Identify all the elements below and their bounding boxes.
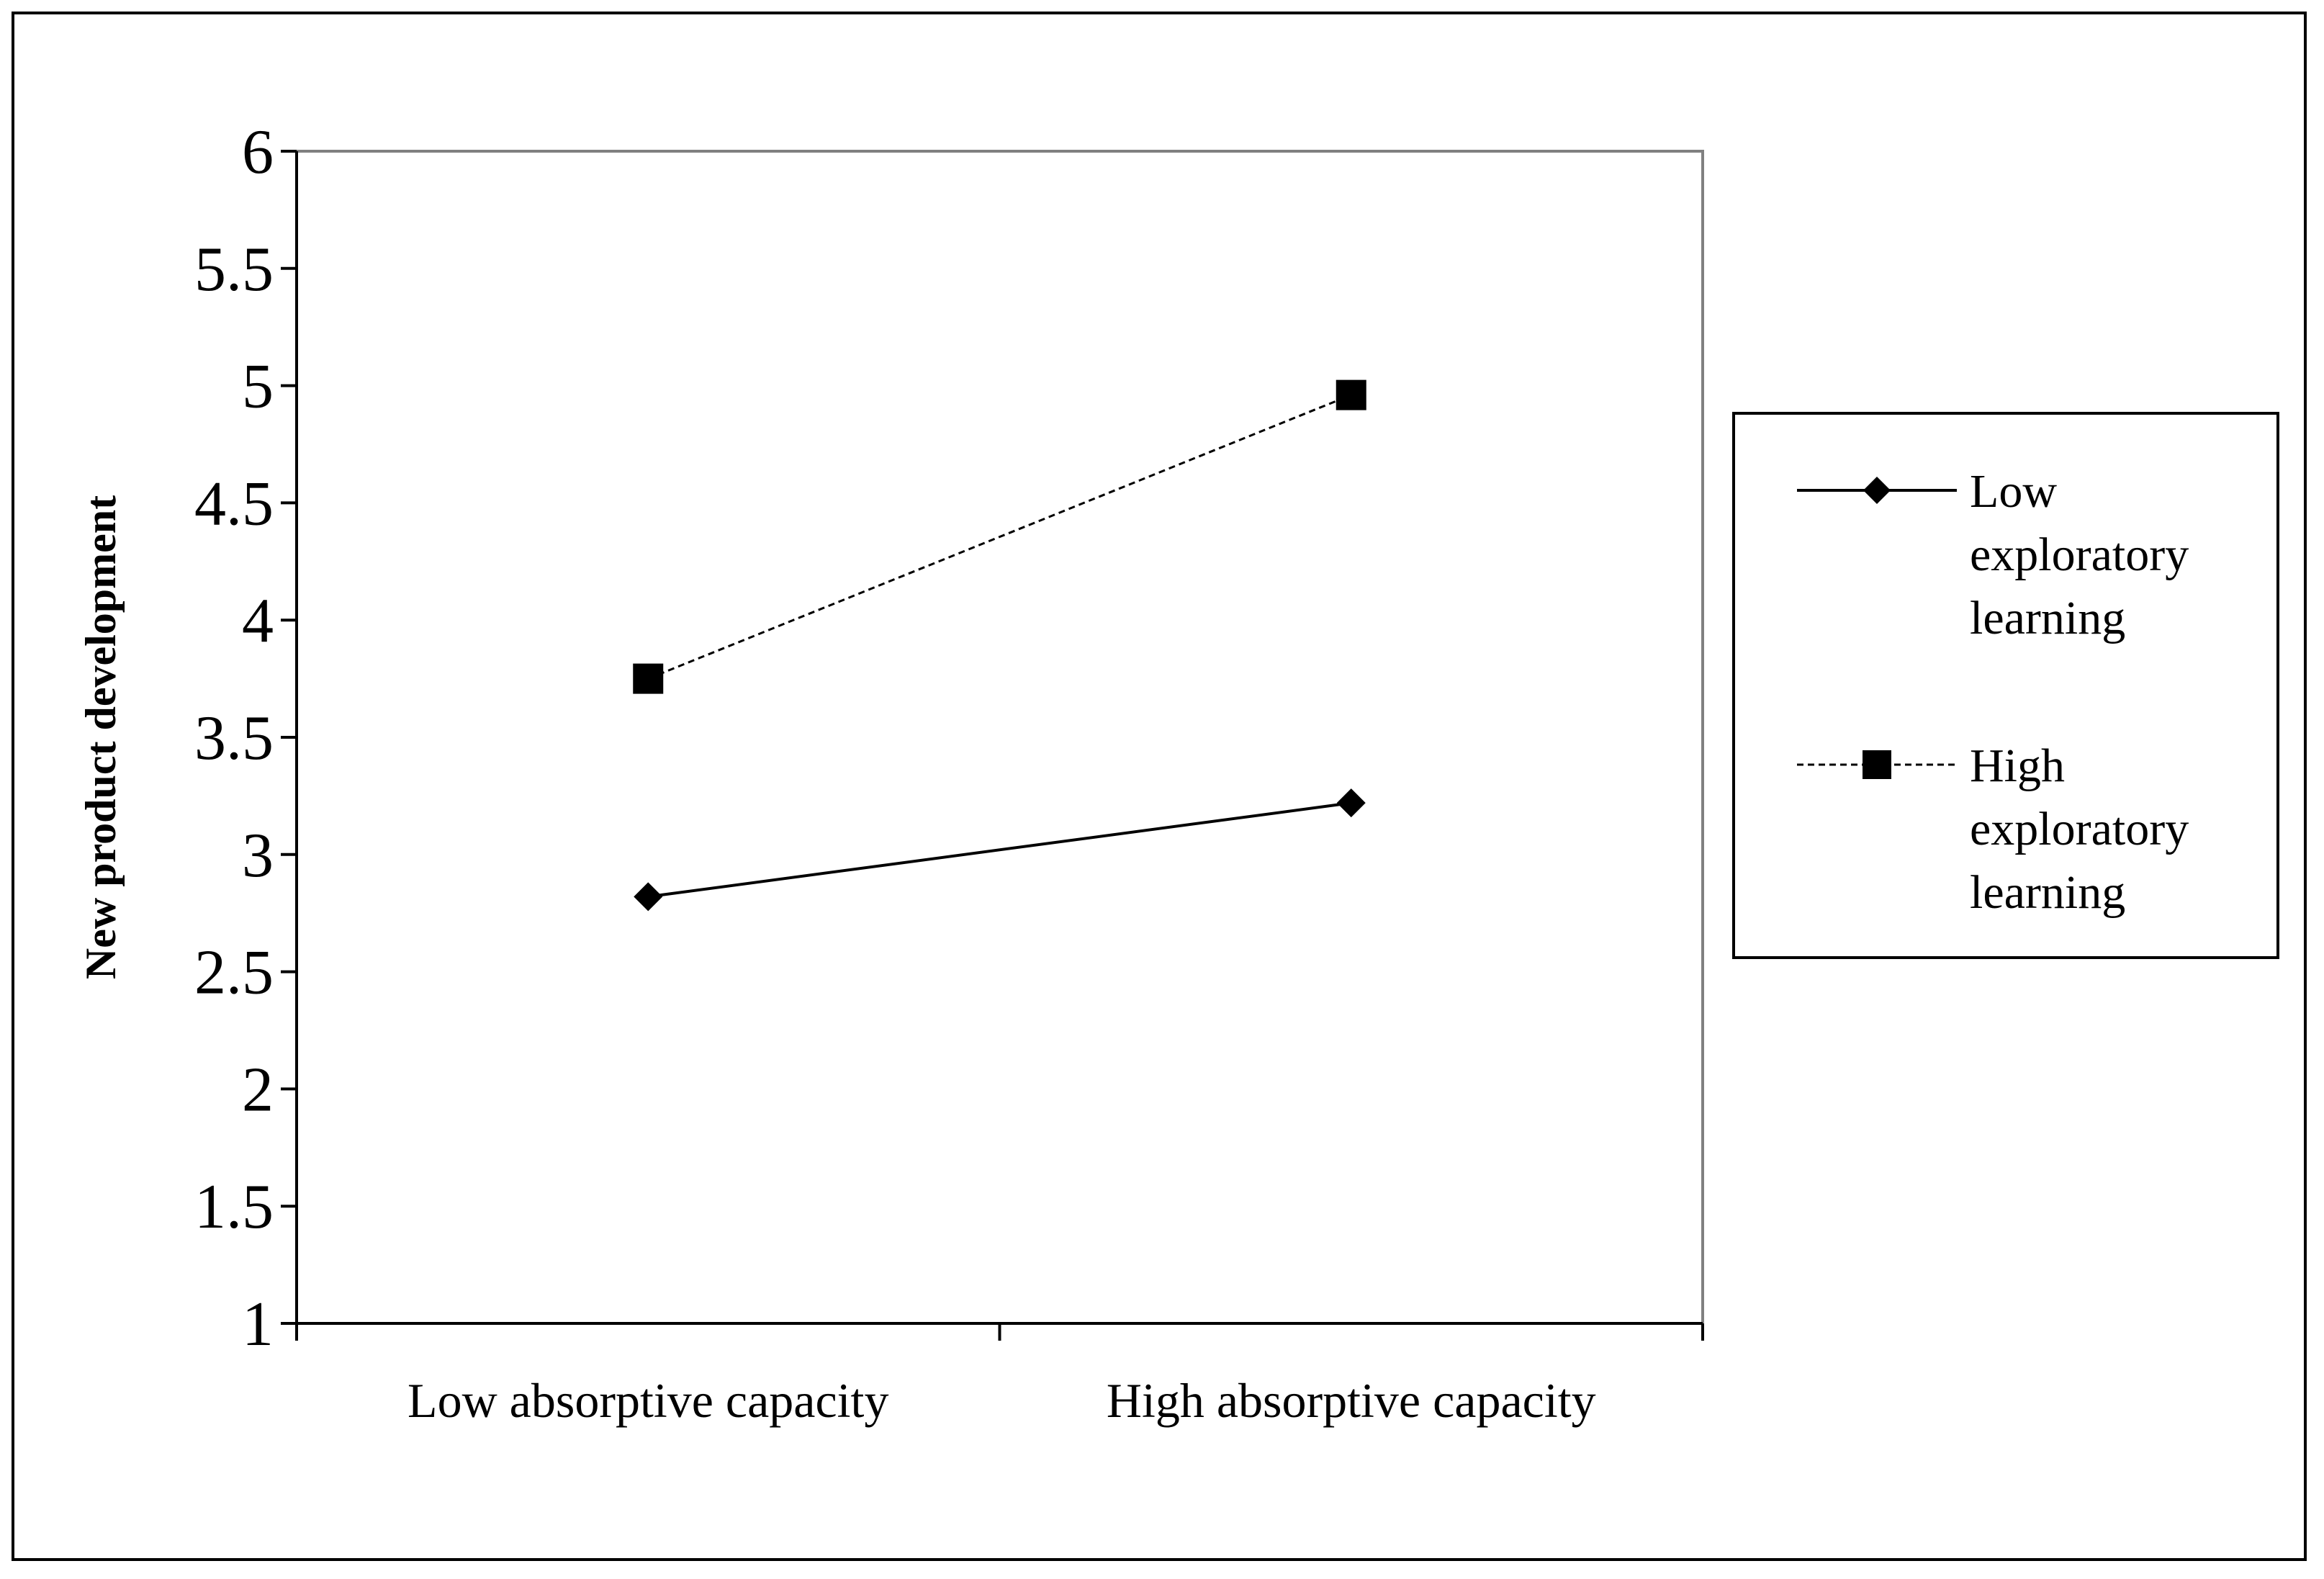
y-tick-label: 3 [242,821,274,891]
legend: Low exploratory learning High exploratory lea… [1732,412,2279,959]
y-tick-label: 2.5 [194,938,274,1008]
legend-label-line: High [1970,739,2065,792]
legend-items: Low exploratory learning High exploratory lea… [1797,465,2189,919]
legend-marker-diamond [1863,477,1891,504]
y-axis-title: New product development [77,495,125,979]
series-line-high-exploratory-learning [647,394,1352,680]
data-point-diamond [634,882,663,912]
y-tick-label: 3.5 [194,703,274,773]
plot-area [295,150,1704,1325]
data-point-square [1336,379,1366,410]
y-tick-label: 5.5 [194,235,274,305]
legend-label: High exploratory learning [1970,739,2189,919]
y-ticks: 1 1.5 2 2.5 3 3.5 4 4.5 5 5.5 6 [194,117,297,1359]
y-tick-label: 4 [242,586,274,656]
y-tick-label: 5 [242,352,274,422]
legend-label: Low exploratory learning [1970,465,2189,644]
legend-label-line: exploratory [1970,803,2189,855]
x-category-label: High absorptive capacity [1107,1373,1596,1428]
data-point-square [633,663,664,694]
y-tick-label: 4.5 [194,469,274,539]
legend-label-line: exploratory [1970,528,2189,581]
x-category-label: Low absorptive capacity [407,1373,888,1428]
legend-label-line: Low [1970,465,2057,518]
series-layer [633,379,1366,912]
y-tick-label: 1 [242,1290,274,1359]
legend-label-line: learning [1970,592,2125,644]
legend-box [1732,412,2279,959]
x-ticks: Low absorptive capacity High absorptive c… [295,1323,1704,1428]
y-tick-label: 1.5 [194,1172,274,1242]
series-line-low-exploratory-learning [647,801,1352,899]
y-tick-label: 6 [242,117,274,187]
y-tick-label: 2 [242,1055,274,1125]
legend-marker-square [1863,750,1891,779]
data-point-diamond [1336,788,1366,818]
legend-label-line: learning [1970,866,2125,919]
